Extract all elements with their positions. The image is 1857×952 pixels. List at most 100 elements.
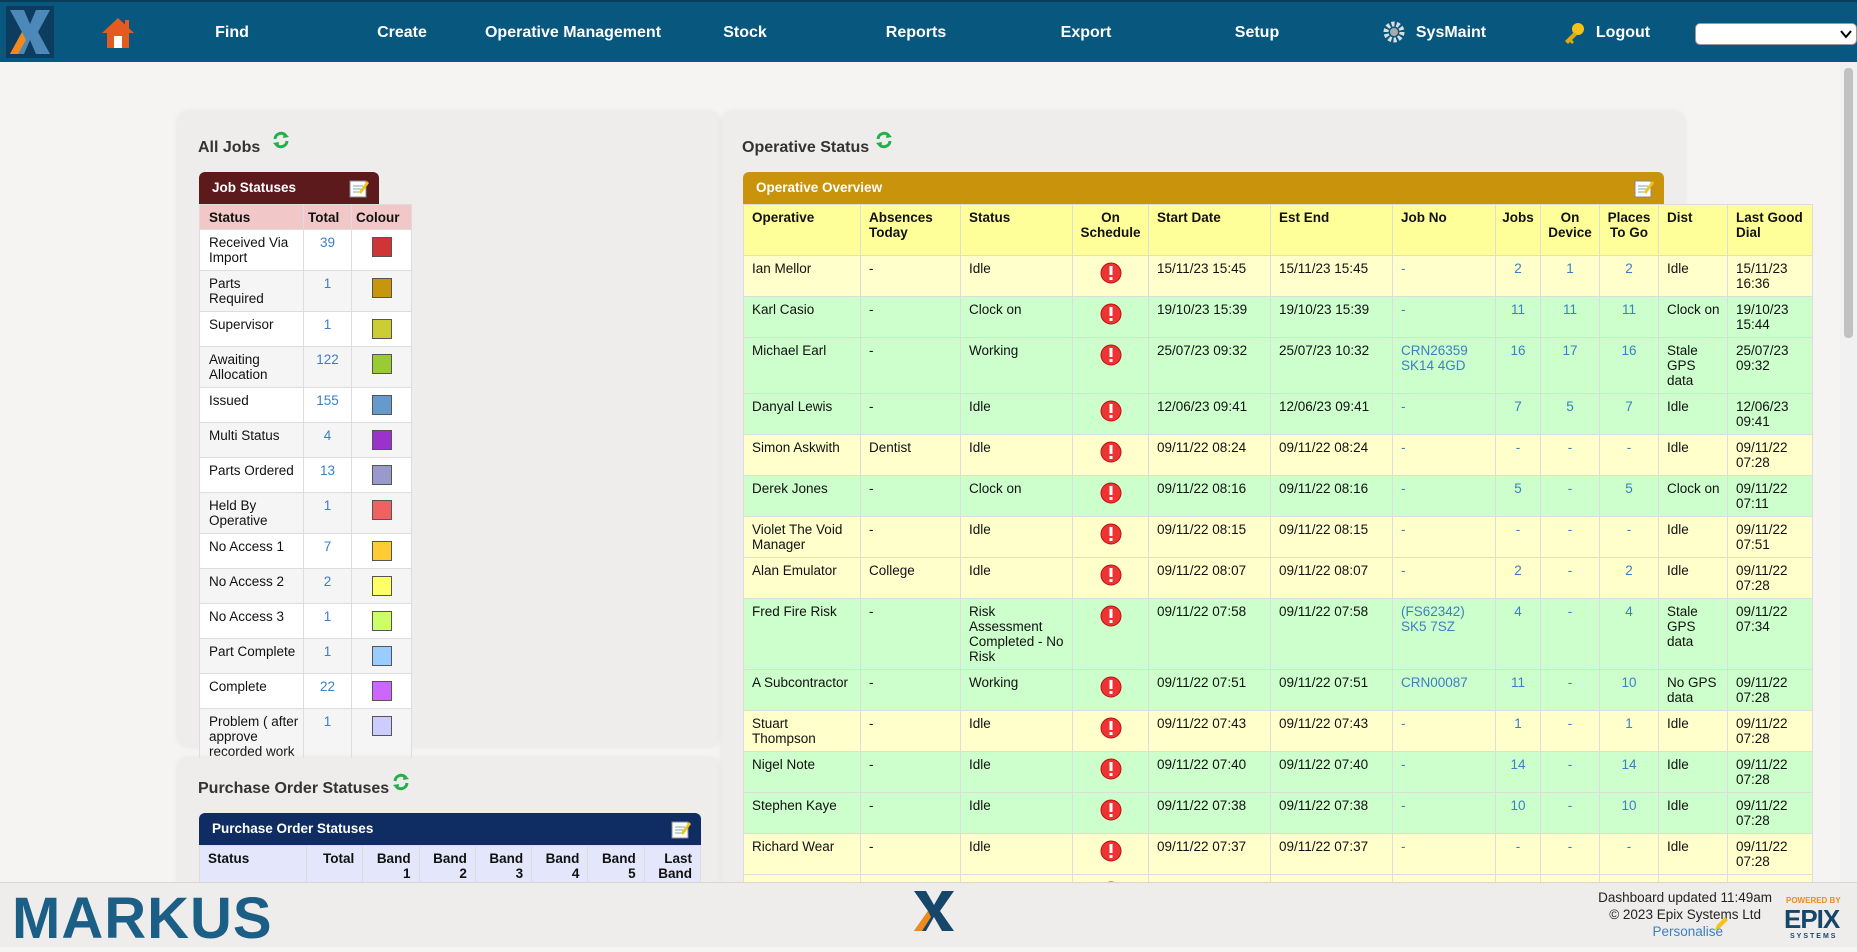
on-schedule-cell [1072,393,1149,435]
operative-cell: 09/11/22 07:28 [1727,792,1813,834]
status-total: 7 [303,533,352,569]
panel-title: Operative Status [742,139,870,156]
nav-item[interactable]: Find [215,24,249,41]
status-name: Received Via Import [199,229,304,271]
status-name: Issued [199,387,304,423]
status-colour-cell [351,568,412,604]
status-total: 22 [303,673,352,709]
operative-cell: Working [960,669,1073,711]
operative-cell: - [1540,792,1600,834]
refresh-icon[interactable] [271,130,291,150]
operative-cell: Karl Casio [743,296,861,338]
refresh-icon[interactable] [874,130,894,150]
operative-cell: - [860,669,961,711]
operative-row: Simon Askwith Dentist Idle 09/11/22 08:24 09… [743,434,1813,476]
operative-cell: - [1392,557,1496,599]
copyright: © 2023 Epix Systems Ltd [1609,907,1761,922]
operative-cell: 1 [1495,874,1541,882]
nav-item[interactable]: Stock [723,24,767,41]
status-total: 4 [303,422,352,458]
nav-item[interactable]: Setup [1234,24,1280,41]
operative-cell: Idle [1658,393,1728,435]
nav-item[interactable]: Logout [1595,24,1651,41]
operative-cell: 10 [1599,669,1659,711]
operative-cell: Risk Assessment Completed - No Risk [960,598,1073,670]
operative-cell: 09/11/22 08:07 [1270,557,1393,599]
pencil-icon [1715,917,1728,930]
edit-icon[interactable] [1634,178,1654,198]
operative-cell: Idle [960,516,1073,558]
personalise-link[interactable]: Personalise [1652,924,1723,939]
operative-cell: - [1392,874,1496,882]
nav-item[interactable]: Reports [885,24,947,41]
markus-logo: MARKUS [12,886,273,951]
epix-systems: SYSTEMS [1790,933,1838,940]
operative-cell: 1 [1540,255,1600,297]
purchase-orders-panel: Purchase Order Statuses Purchase Order S… [178,758,719,882]
column-header: Band 1 [362,845,420,882]
home-icon[interactable] [100,16,136,50]
operative-cell: No GPS data [1658,669,1728,711]
operative-cell: Stephen Kaye [743,792,861,834]
operative-cell: 25/07/23 09:32 [1727,337,1813,394]
warning-icon [1100,523,1121,545]
column-header: Job No [1392,204,1496,256]
warning-icon [1100,303,1121,325]
header-row: Status Total Band 1 Band 2 Band 3 Band 4 Band … [199,845,702,882]
operative-cell: Violet The Void Manager [743,516,861,558]
operative-cell: 09/11/22 07:28 [1727,833,1813,875]
nav-bar: Find Create Operative Management Stock Repor… [0,0,1857,62]
operative-cell: 11 [1540,296,1600,338]
edit-icon[interactable] [671,819,691,839]
status-row: Parts Required 1 [199,270,412,312]
operative-cell: 09/11/22 07:58 [1148,598,1271,670]
status-colour-cell [351,311,412,347]
column-header: Dist [1658,204,1728,256]
status-total: 13 [303,457,352,493]
nav-item[interactable]: SysMaint [1415,24,1487,41]
operative-cell: CRN26359 SK14 4GD [1392,337,1496,394]
operative-cell: - [1392,792,1496,834]
operative-cell: 5 [1599,475,1659,517]
status-colour-cell [351,492,412,534]
nav-item[interactable]: Export [1060,24,1112,41]
on-schedule-cell [1072,434,1149,476]
warning-icon [1100,262,1121,284]
operative-cell: 09/11/22 07:28 [1727,710,1813,752]
edit-icon[interactable] [349,178,369,198]
warning-icon [1100,564,1121,586]
header-row: Status Total Colour [199,204,412,230]
warning-icon [1100,400,1121,422]
operative-row: Nigel Note - Idle 09/11/22 07:40 09/11/22 07… [743,751,1813,793]
on-schedule-cell [1072,669,1149,711]
nav-item[interactable]: Create [377,24,427,41]
operative-cell: Clock on [1658,475,1728,517]
operative-cell: - [1599,434,1659,476]
operative-cell: 15/11/23 16:36 [1727,255,1813,297]
operative-cell: - [860,393,961,435]
warning-icon [1100,799,1121,821]
operative-row: Alan Emulator College Idle 09/11/22 08:07 09… [743,557,1813,599]
scrollbar[interactable] [1840,62,1857,882]
column-header: Jobs [1495,204,1541,256]
key-icon [1565,23,1584,44]
dropdown[interactable] [1695,23,1857,45]
refresh-icon[interactable] [391,772,411,792]
operative-cell: Idle [1658,434,1728,476]
dashboard: All Jobs Job Statuses Status Total Colour R… [0,62,1840,882]
operative-cell: 10 [1495,792,1541,834]
status-colour-cell [351,603,412,639]
app-logo [6,6,54,58]
status-name: Held By Operative [199,492,304,534]
operative-cell: - [1540,434,1600,476]
nav-item[interactable]: Operative Management [484,24,662,41]
operative-cell: - [1540,598,1600,670]
column-header: Status [960,204,1073,256]
operative-cell: Danyal Lewis [743,393,861,435]
column-header: Status [199,845,307,882]
warning-icon [1100,605,1121,627]
status-total: 1 [303,603,352,639]
status-total: 1 [303,270,352,312]
operative-cell: - [1495,434,1541,476]
